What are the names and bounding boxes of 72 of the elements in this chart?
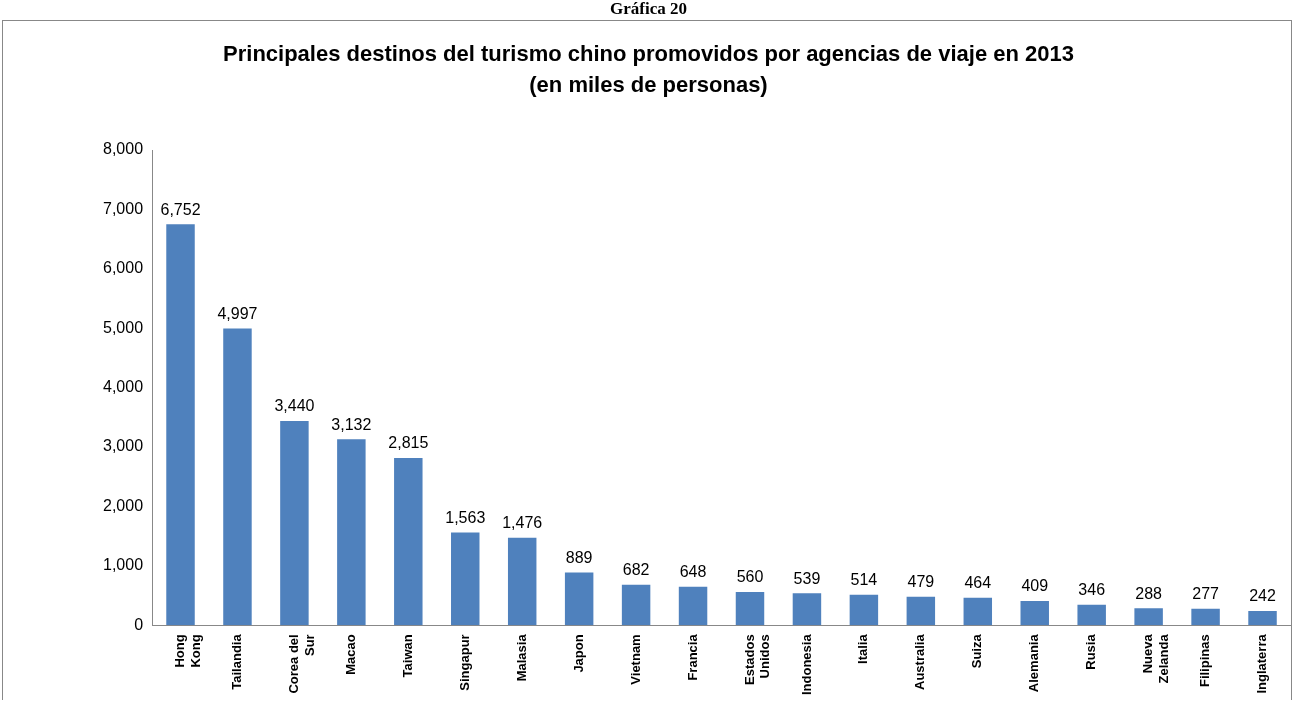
data-label: 1,476 [502, 514, 543, 532]
data-label: 514 [850, 571, 878, 589]
x-tick-label: Nueva Zelanda [1140, 633, 1171, 684]
x-tick-label: Italia [855, 633, 871, 664]
bar [507, 537, 537, 626]
x-tick-label: Vietnam [627, 634, 643, 685]
data-label: 648 [679, 563, 707, 581]
data-label: 3,132 [331, 415, 372, 433]
bar [564, 572, 594, 626]
data-label: 4,997 [217, 304, 258, 322]
bar [394, 458, 423, 626]
data-label: 682 [622, 561, 650, 579]
bar [451, 532, 480, 626]
x-tick-label: Singapur [456, 634, 472, 691]
x-tick-label: Tailandia [229, 633, 245, 690]
x-tick-label: Japon [570, 634, 586, 673]
data-label: 560 [736, 568, 764, 586]
data-label: 6,752 [160, 200, 201, 218]
data-label: 464 [964, 574, 992, 592]
x-tick-label: Estados Unidos [741, 634, 773, 685]
bar [1134, 608, 1163, 626]
data-label: 242 [1249, 587, 1276, 605]
x-tick-label: Francia [684, 633, 700, 681]
bar [963, 597, 993, 626]
x-tick-label: Australia [912, 633, 928, 690]
data-label: 889 [565, 548, 593, 566]
data-label: 479 [907, 573, 935, 591]
x-tick-label: Taiwan [399, 634, 415, 678]
x-tick-label: Alemania [1026, 633, 1042, 693]
y-tick-label: 1,000 [102, 556, 144, 574]
x-tick-label: Rusia [1083, 633, 1099, 670]
x-tick-label: Malasia [513, 633, 529, 682]
x-tick-label: Suiza [969, 633, 985, 669]
y-tick-label: 5,000 [102, 318, 144, 336]
bar [1248, 610, 1277, 626]
data-label: 277 [1192, 585, 1220, 603]
bar [906, 596, 936, 626]
bar [792, 593, 822, 626]
data-label: 3,440 [274, 397, 315, 415]
y-tick-label: 2,000 [102, 496, 144, 514]
bar [1077, 604, 1106, 626]
chart-subtitle: (en miles de personas) [528, 71, 769, 99]
y-tick-label: 4,000 [102, 378, 144, 396]
bar [849, 594, 879, 626]
x-tick-label: Filipinas [1197, 634, 1213, 688]
bar [337, 439, 366, 626]
bar [735, 592, 765, 626]
x-tick-label: Inglaterra [1254, 633, 1270, 694]
data-label: 2,815 [388, 434, 429, 452]
data-label: 346 [1078, 581, 1106, 599]
x-tick-label: Hong Kong [172, 634, 203, 668]
data-label: 1,563 [445, 508, 486, 526]
data-label: 539 [793, 569, 821, 587]
bar [678, 586, 708, 626]
x-tick-label: Indonesia [798, 633, 814, 696]
data-label: 409 [1021, 577, 1049, 595]
bar [621, 584, 651, 626]
y-tick-label: 7,000 [102, 199, 144, 217]
text: Gráfica 20 [609, 0, 688, 18]
bar [1020, 601, 1049, 626]
bar [280, 420, 309, 626]
y-tick-label: 8,000 [102, 140, 144, 158]
bar [223, 328, 252, 626]
bar [1191, 608, 1220, 626]
y-tick-label: 6,000 [102, 259, 144, 277]
y-tick-label: 0 [134, 615, 144, 633]
data-label: 288 [1135, 584, 1163, 602]
y-tick-label: 3,000 [102, 437, 144, 455]
chart-title: Principales destinos del turismo chino promovidos por agencias de viaje en 2013 [222, 40, 1075, 68]
x-tick-label: Macao [342, 634, 358, 675]
bar [166, 224, 195, 626]
x-tick-label: Corea del Sur [285, 634, 317, 694]
